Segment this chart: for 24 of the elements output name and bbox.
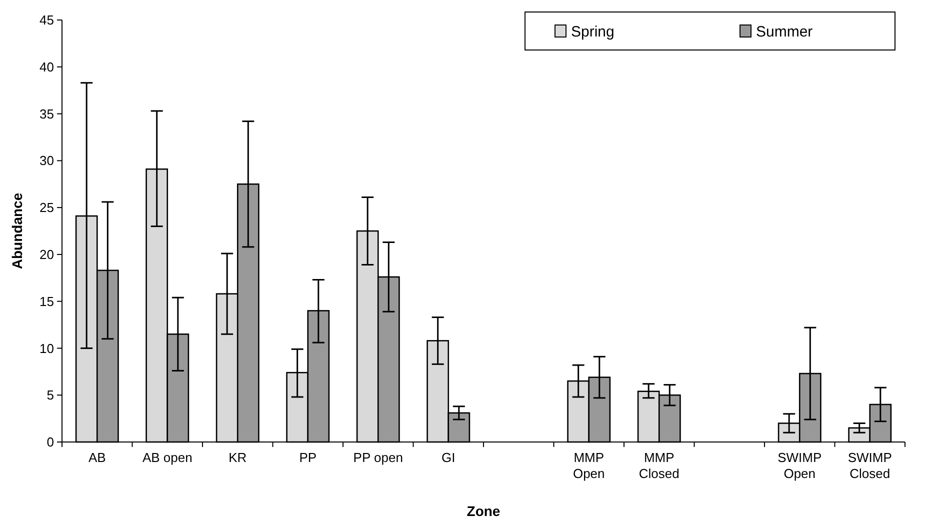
x-tick-label: KR (228, 450, 247, 465)
legend-label: Spring (571, 23, 614, 40)
x-tick-label: MMP Closed (638, 450, 680, 481)
y-tick-label: 20 (40, 246, 54, 262)
y-axis-title: Abundance (9, 192, 25, 270)
y-tick-label: 30 (40, 153, 54, 168)
y-tick-label: 40 (40, 59, 54, 74)
y-tick-label: 35 (40, 106, 54, 122)
x-tick-label: SWIMP Open (778, 450, 822, 481)
x-tick-label: AB open (142, 450, 192, 465)
x-tick-label: SWIMP Closed (848, 450, 892, 481)
y-tick-label: 45 (40, 12, 54, 28)
y-tick-label: 5 (46, 388, 54, 403)
x-tick-label: MMP Open (572, 450, 605, 481)
x-tick-label: PP (299, 450, 317, 465)
y-tick-label: 25 (40, 200, 54, 216)
x-axis-title: Zone (466, 503, 500, 519)
x-tick-label: GI (442, 450, 456, 465)
legend-label: Summer (756, 23, 813, 40)
y-tick-label: 0 (46, 434, 54, 450)
x-tick-label: AB (88, 450, 106, 465)
y-tick-label: 10 (40, 340, 54, 356)
y-tick-label: 15 (40, 294, 54, 309)
x-tick-label: PP open (353, 450, 403, 465)
